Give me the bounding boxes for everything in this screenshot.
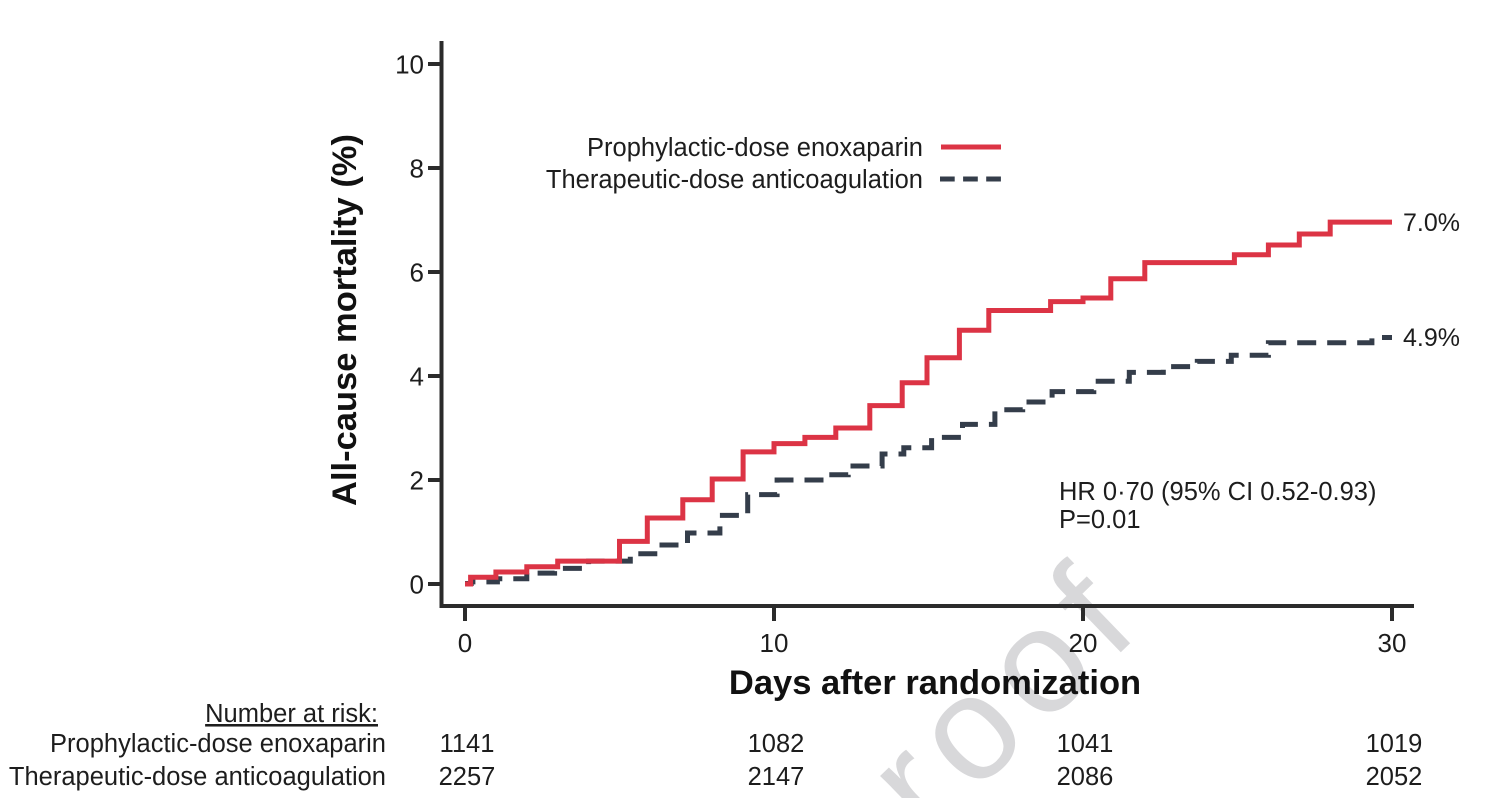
svg-text:Days after randomization: Days after randomization xyxy=(729,664,1141,702)
svg-text:4.9%: 4.9% xyxy=(1403,324,1460,352)
svg-text:0: 0 xyxy=(410,570,424,600)
svg-text:Therapeutic-dose anticoagulati: Therapeutic-dose anticoagulation xyxy=(546,166,923,194)
svg-text:2086: 2086 xyxy=(1057,763,1114,791)
svg-text:HR 0·70 (95% CI 0.52-0.93): HR 0·70 (95% CI 0.52-0.93) xyxy=(1059,478,1376,506)
svg-text:2257: 2257 xyxy=(439,763,496,791)
svg-text:1141: 1141 xyxy=(440,730,495,758)
svg-text:2147: 2147 xyxy=(748,763,805,791)
svg-text:Prophylactic-dose enoxaparin: Prophylactic-dose enoxaparin xyxy=(50,730,386,758)
svg-text:Therapeutic-dose anticoagulati: Therapeutic-dose anticoagulation xyxy=(9,763,386,791)
svg-text:10: 10 xyxy=(395,50,424,80)
svg-text:Prophylactic-dose enoxaparin: Prophylactic-dose enoxaparin xyxy=(587,134,923,162)
svg-text:1041: 1041 xyxy=(1057,730,1114,758)
svg-text:1082: 1082 xyxy=(748,730,805,758)
svg-text:Number at risk:: Number at risk: xyxy=(205,700,378,728)
svg-text:0: 0 xyxy=(458,628,472,658)
svg-text:7.0%: 7.0% xyxy=(1403,209,1460,237)
svg-text:20: 20 xyxy=(1069,628,1098,658)
svg-text:2: 2 xyxy=(410,466,424,496)
svg-text:1019: 1019 xyxy=(1366,730,1423,758)
svg-text:30: 30 xyxy=(1378,628,1407,658)
svg-text:6: 6 xyxy=(410,258,424,288)
svg-text:P=0.01: P=0.01 xyxy=(1059,506,1141,534)
svg-text:8: 8 xyxy=(410,154,424,184)
svg-text:10: 10 xyxy=(760,628,789,658)
svg-text:2052: 2052 xyxy=(1366,763,1423,791)
svg-text:4: 4 xyxy=(410,362,424,392)
svg-text:All-cause mortality (%): All-cause mortality (%) xyxy=(326,134,364,506)
